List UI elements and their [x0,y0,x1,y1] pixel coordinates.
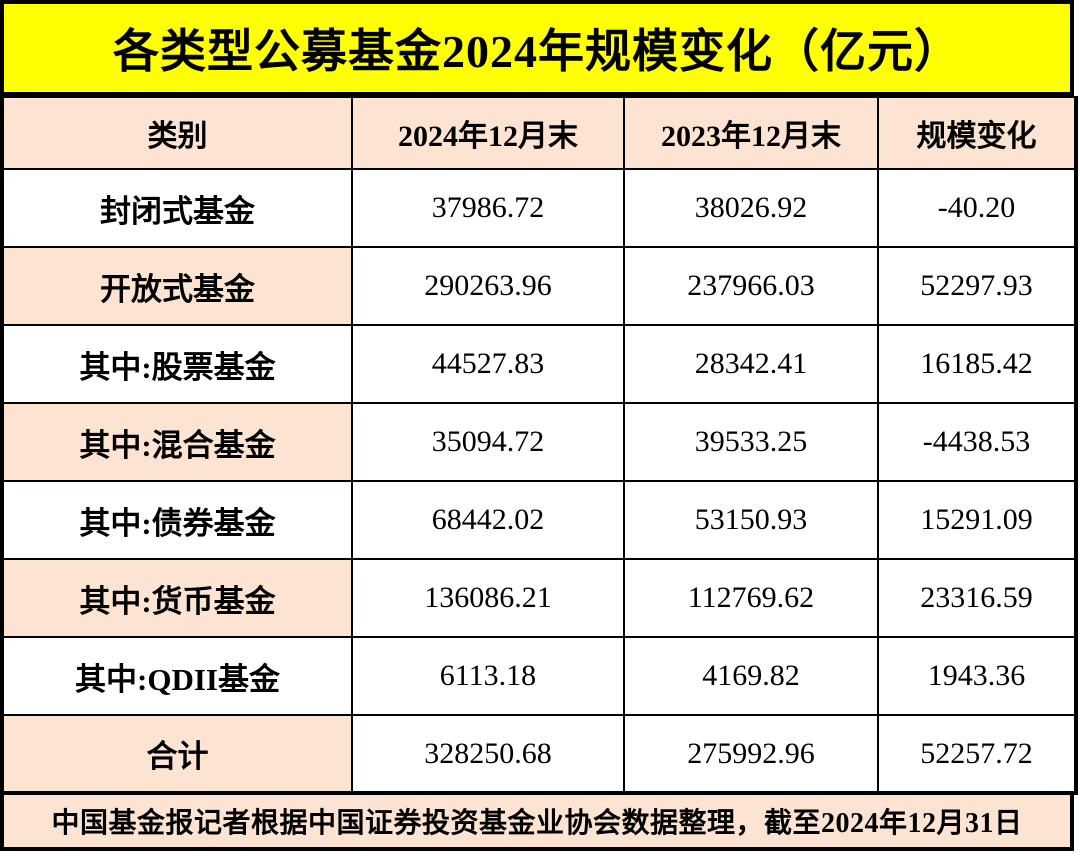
fund-scale-table: 类别 2024年12月末 2023年12月末 规模变化 封闭式基金 37986.… [0,96,1078,795]
row-2024-value: 44527.83 [351,324,625,404]
source-note: 中国基金报记者根据中国证券投资基金业协会数据整理，截至2024年12月31日 [51,808,1023,839]
row-category: 其中:混合基金 [1,402,353,482]
row-2023-value: 237966.03 [623,246,879,326]
page-title: 各类型公募基金2024年规模变化（亿元） [113,26,961,77]
table-row: 其中:混合基金 35094.72 39533.25 -4438.53 [1,402,1077,482]
column-header-2024: 2024年12月末 [351,96,625,170]
row-change-value: -4438.53 [877,402,1077,482]
row-category: 其中:股票基金 [1,324,353,404]
row-change-value: 1943.36 [877,636,1077,716]
column-header-2023: 2023年12月末 [623,96,879,170]
row-category: 其中:QDII基金 [1,636,353,716]
row-2024-value: 68442.02 [351,480,625,560]
table-row: 开放式基金 290263.96 237966.03 52297.93 [1,246,1077,326]
table-row: 其中:股票基金 44527.83 28342.41 16185.42 [1,324,1077,404]
row-change-value: -40.20 [877,168,1077,248]
row-change-value: 15291.09 [877,480,1077,560]
row-2024-value: 35094.72 [351,402,625,482]
table-row-total: 合计 328250.68 275992.96 52257.72 [1,714,1077,794]
row-category: 封闭式基金 [1,168,353,248]
row-2024-value: 328250.68 [351,714,625,794]
table-row: 其中:货币基金 136086.21 112769.62 23316.59 [1,558,1077,638]
table-header-row: 类别 2024年12月末 2023年12月末 规模变化 [1,96,1077,170]
row-change-value: 52257.72 [877,714,1077,794]
chart-title-bar: 各类型公募基金2024年规模变化（亿元） [0,0,1074,96]
source-note-bar: 中国基金报记者根据中国证券投资基金业协会数据整理，截至2024年12月31日 [0,795,1074,851]
row-category: 合计 [1,714,353,794]
row-2023-value: 275992.96 [623,714,879,794]
row-2024-value: 37986.72 [351,168,625,248]
row-2024-value: 136086.21 [351,558,625,638]
column-header-category: 类别 [1,96,353,170]
row-2024-value: 290263.96 [351,246,625,326]
row-change-value: 23316.59 [877,558,1077,638]
row-category: 其中:货币基金 [1,558,353,638]
row-category: 其中:债券基金 [1,480,353,560]
row-change-value: 52297.93 [877,246,1077,326]
table-row: 其中:债券基金 68442.02 53150.93 15291.09 [1,480,1077,560]
column-header-change: 规模变化 [877,96,1077,170]
row-2023-value: 112769.62 [623,558,879,638]
row-change-value: 16185.42 [877,324,1077,404]
table-row: 其中:QDII基金 6113.18 4169.82 1943.36 [1,636,1077,716]
row-2023-value: 53150.93 [623,480,879,560]
row-2023-value: 38026.92 [623,168,879,248]
row-2023-value: 4169.82 [623,636,879,716]
row-2023-value: 28342.41 [623,324,879,404]
row-2023-value: 39533.25 [623,402,879,482]
table-row: 封闭式基金 37986.72 38026.92 -40.20 [1,168,1077,248]
row-category: 开放式基金 [1,246,353,326]
row-2024-value: 6113.18 [351,636,625,716]
